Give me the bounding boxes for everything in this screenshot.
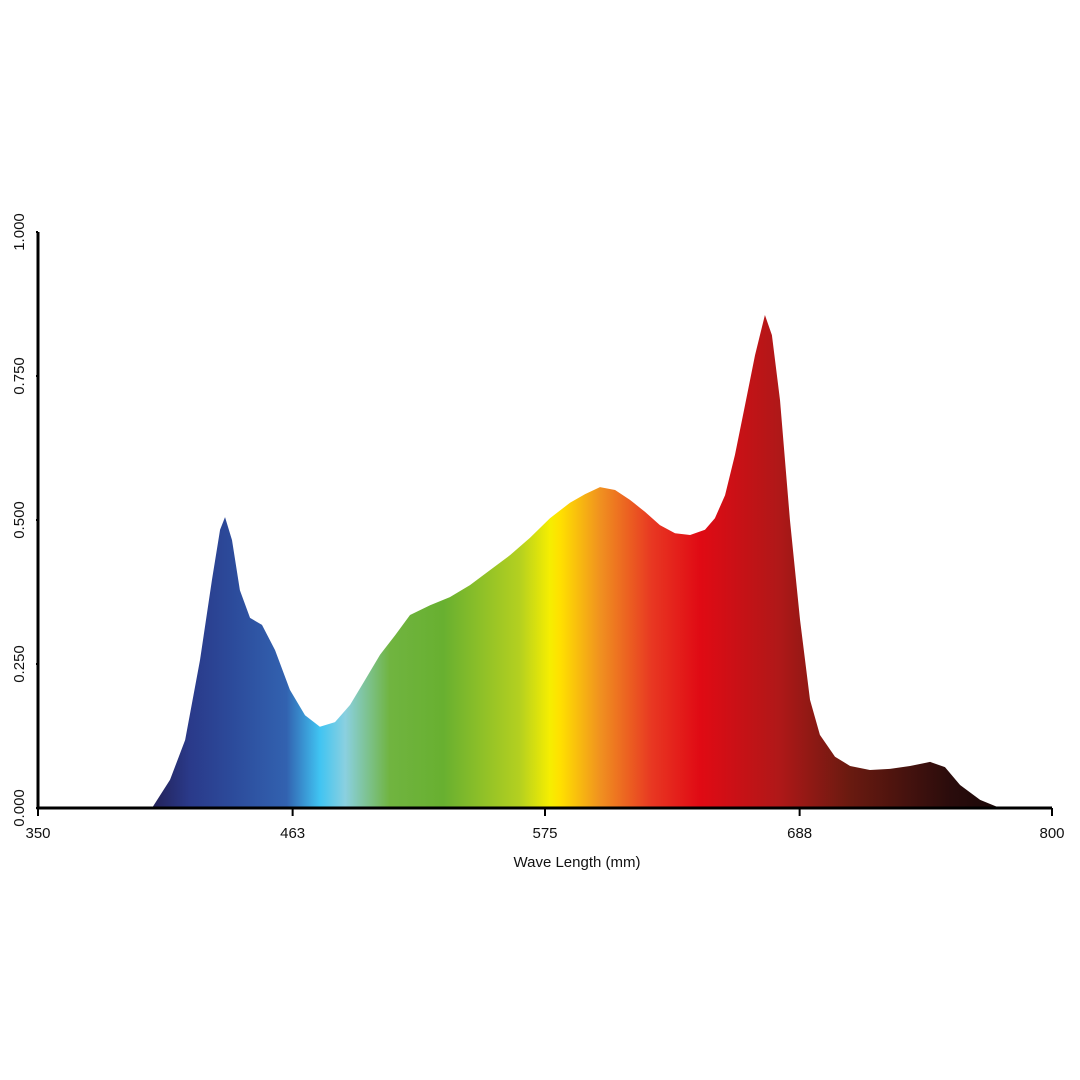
spectrum-area — [152, 314, 1000, 808]
x-tick-label: 800 — [1039, 825, 1064, 842]
y-tick-label: 0.500 — [11, 501, 28, 539]
x-tick-label: 688 — [787, 825, 812, 842]
y-tick-label: 1.000 — [11, 213, 28, 251]
y-tick-label: 0.750 — [11, 357, 28, 395]
x-tick-label: 463 — [280, 825, 305, 842]
y-tick-label: 0.000 — [11, 789, 28, 827]
x-tick-label: 575 — [532, 825, 557, 842]
x-tick-label: 350 — [25, 825, 50, 842]
y-tick-label: 0.250 — [11, 645, 28, 683]
x-axis-label: Wave Length (mm) — [514, 854, 641, 871]
